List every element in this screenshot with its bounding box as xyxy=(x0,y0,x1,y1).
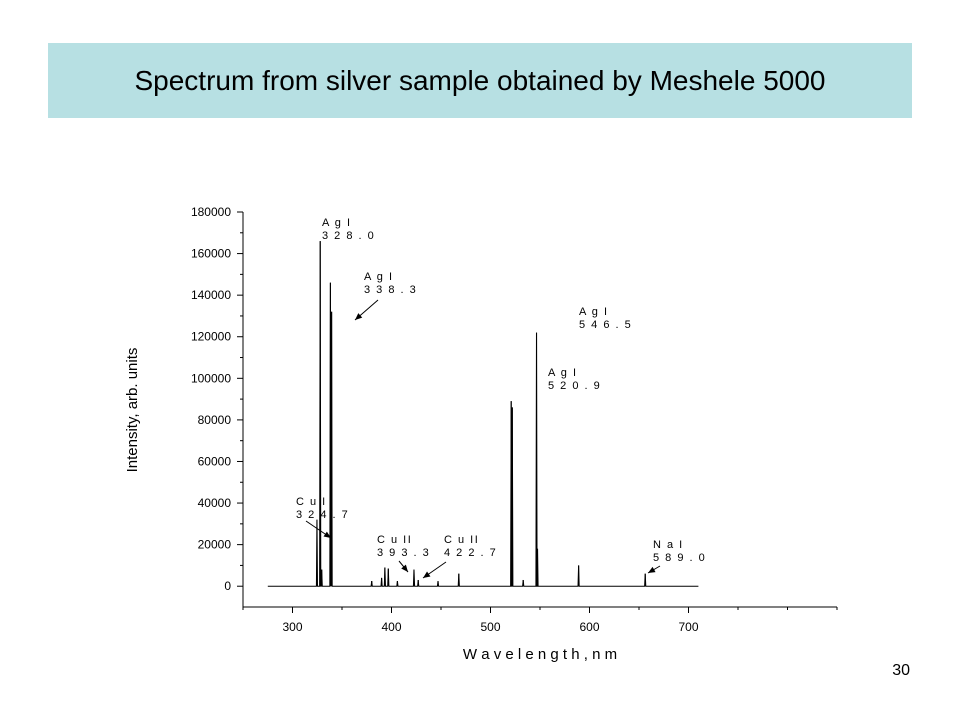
y-tick-label: 180000 xyxy=(191,205,231,219)
peak-label-wavelength: 3 9 3 . 3 xyxy=(377,547,430,559)
spectrum-line xyxy=(267,241,699,587)
peak-arrowhead xyxy=(401,564,408,572)
peak-label-element: A g I xyxy=(322,217,352,229)
slide-number: 30 xyxy=(892,662,910,679)
peak-label-element: C u I xyxy=(296,496,327,508)
x-tick-label: 300 xyxy=(282,620,302,634)
y-tick-label: 20000 xyxy=(198,538,232,552)
y-tick-label: 100000 xyxy=(191,371,231,385)
peak-label-wavelength: 4 2 2 . 7 xyxy=(444,547,497,559)
peak-label-wavelength: 5 8 9 . 0 xyxy=(653,552,706,564)
peaks-layer xyxy=(316,241,646,587)
peak-arrowhead xyxy=(355,313,363,320)
peak-label-element: C u II xyxy=(444,534,479,546)
y-axis-title: Intensity, arb. units xyxy=(124,348,141,473)
peak-label-wavelength: 5 2 0 . 9 xyxy=(548,380,601,392)
peak-label-wavelength: 3 2 8 . 0 xyxy=(322,230,375,242)
annotations-layer: A g I3 2 8 . 0A g I3 3 8 . 3C u I3 2 4 .… xyxy=(296,217,706,579)
y-tick-label: 80000 xyxy=(198,413,232,427)
x-tick-label: 500 xyxy=(480,620,500,634)
y-tick-label: 120000 xyxy=(191,330,231,344)
peak-arrowhead xyxy=(423,571,431,578)
peak-label-element: A g I xyxy=(364,271,394,283)
peak-arrowhead xyxy=(648,566,656,573)
y-tick-label: 0 xyxy=(224,579,231,593)
x-tick-label: 700 xyxy=(678,620,698,634)
x-tick-label: 400 xyxy=(381,620,401,634)
y-tick-label: 160000 xyxy=(191,247,231,261)
peak-arrowhead xyxy=(323,531,331,538)
y-tick-label: 140000 xyxy=(191,288,231,302)
peak-label-element: N a I xyxy=(653,539,684,551)
peak-label-wavelength: 3 3 8 . 3 xyxy=(364,284,417,296)
peak-label-element: C u II xyxy=(377,534,412,546)
title-banner: Spectrum from silver sample obtained by … xyxy=(48,43,912,118)
x-axis-title: W a v e l e n g t h , n m xyxy=(463,646,617,663)
y-tick-label: 60000 xyxy=(198,454,232,468)
y-tick-label: 40000 xyxy=(198,496,232,510)
ticks-layer: 0 20000 40000 60000 80000 100000 120000 140000 1… xyxy=(191,205,838,634)
peak-label-element: A g I xyxy=(579,306,609,318)
peak-label-wavelength: 5 4 6 . 5 xyxy=(579,319,632,331)
peak-label-wavelength: 3 2 4 . 7 xyxy=(296,509,349,521)
slide-title: Spectrum from silver sample obtained by … xyxy=(134,64,826,96)
peak-label-element: A g I xyxy=(548,367,578,379)
x-tick-label: 600 xyxy=(579,620,599,634)
